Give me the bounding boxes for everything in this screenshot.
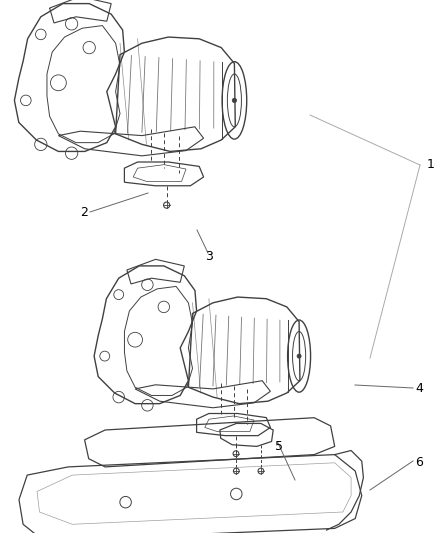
Ellipse shape (297, 354, 301, 358)
Text: 1: 1 (427, 158, 435, 172)
Text: 2: 2 (80, 206, 88, 219)
Ellipse shape (232, 98, 237, 102)
Text: 5: 5 (275, 440, 283, 453)
Text: 4: 4 (415, 382, 423, 394)
Text: 3: 3 (205, 249, 213, 262)
Text: 6: 6 (415, 456, 423, 470)
